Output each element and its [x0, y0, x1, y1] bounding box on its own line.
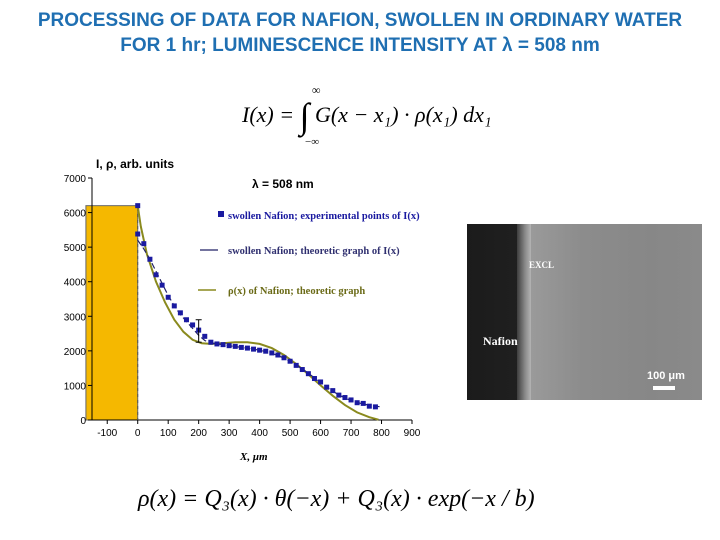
integral-upper-limit: ∞ — [312, 83, 321, 97]
data-point — [354, 400, 360, 406]
data-point — [244, 345, 250, 351]
micrograph-label-excl: EXCL — [529, 260, 555, 270]
data-point — [238, 344, 244, 350]
data-point — [324, 384, 330, 390]
integral-formula: I(x) = ∫ G(x − x₁) · ρ(x₁) dx₁ — [242, 95, 492, 137]
x-tick-label: 600 — [312, 428, 329, 439]
data-point — [336, 392, 342, 398]
data-point — [293, 362, 299, 368]
rho-bar — [85, 205, 139, 421]
y-tick-label: 1000 — [64, 381, 87, 392]
legend-entry: swollen Nafion; theoretic graph of I(x) — [228, 246, 400, 257]
y-tick-label: 7000 — [64, 174, 87, 185]
data-point — [311, 376, 317, 382]
data-point — [171, 303, 177, 309]
data-point — [214, 341, 220, 347]
water-region — [531, 224, 702, 400]
x-tick-label: 800 — [373, 428, 390, 439]
data-point — [153, 272, 159, 278]
data-point — [135, 231, 141, 237]
data-point — [147, 256, 153, 262]
data-point — [342, 395, 348, 401]
data-point — [360, 400, 366, 406]
data-point — [183, 317, 189, 323]
data-point — [275, 352, 281, 358]
data-point — [251, 346, 257, 352]
data-point — [287, 358, 293, 364]
y-axis-label: I, ρ, arb. units — [96, 157, 174, 171]
data-point — [232, 343, 238, 349]
y-tick-label: 2000 — [64, 347, 87, 358]
data-point — [226, 343, 232, 349]
y-tick-label: 0 — [80, 416, 86, 427]
series-line-theoretic-I — [137, 239, 382, 408]
data-point — [202, 333, 208, 339]
micrograph-label-nafion: Nafion — [483, 334, 518, 348]
series-line-rho — [136, 205, 379, 421]
y-tick-label: 4000 — [64, 278, 87, 289]
data-point — [159, 282, 165, 288]
micrograph-image: EXCL Nafion 100 μm — [467, 224, 702, 400]
x-tick-label: 300 — [221, 428, 238, 439]
slide-title: PROCESSING OF DATA FOR NAFION, SWOLLEN I… — [0, 8, 720, 58]
data-point — [366, 403, 372, 409]
x-tick-label: 0 — [135, 428, 141, 439]
data-point — [281, 355, 287, 361]
x-tick-label: 700 — [343, 428, 360, 439]
data-point — [208, 339, 214, 345]
data-point — [263, 348, 269, 354]
x-tick-label: 400 — [251, 428, 268, 439]
formula-integrand: G(x − x₁) · ρ(x₁) dx₁ — [314, 102, 492, 127]
data-point — [299, 367, 305, 373]
formula-lhs: I(x) = — [242, 102, 300, 127]
data-point — [135, 203, 141, 209]
data-point — [372, 404, 378, 410]
data-point — [305, 371, 311, 377]
y-tick-label: 5000 — [64, 243, 87, 254]
legend-entry: ρ(x) of Nafion; theoretic graph — [228, 286, 365, 297]
luminescence-chart: 0 1000 2000 3000 4000 5000 6000 7000 -100 0 100 200… — [64, 157, 421, 463]
data-point — [177, 310, 183, 316]
wavelength-annotation: λ = 508 nm — [252, 177, 314, 191]
data-point — [165, 294, 171, 300]
y-tick-label: 6000 — [64, 209, 87, 220]
data-point — [269, 350, 275, 356]
integral-sign: ∫ — [299, 96, 310, 136]
y-tick-label: 3000 — [64, 312, 87, 323]
x-tick-label: -100 — [97, 428, 117, 439]
slide-title-line2: FOR 1 hr; LUMINESCENCE INTENSITY AT λ = … — [120, 35, 600, 56]
data-point — [348, 397, 354, 403]
data-point — [257, 347, 263, 353]
x-tick-label: 900 — [404, 428, 421, 439]
x-tick-label: 200 — [190, 428, 207, 439]
scale-bar — [653, 386, 675, 390]
data-point — [220, 342, 226, 348]
data-point — [318, 379, 324, 385]
rho-formula: ρ(x) = Q₃(x) · θ(−x) + Q₃(x) · exp(−x / … — [138, 486, 535, 512]
data-point — [141, 241, 147, 247]
x-axis-label: X, μm — [239, 451, 268, 463]
legend-entry: swollen Nafion; experimental points of I… — [228, 211, 420, 222]
excl-zone-band — [517, 224, 531, 400]
x-tick-label: 500 — [282, 428, 299, 439]
slide-title-line1: PROCESSING OF DATA FOR NAFION, SWOLLEN I… — [37, 10, 683, 31]
data-point — [330, 388, 336, 394]
x-tick-label: 100 — [160, 428, 177, 439]
scale-bar-label: 100 μm — [647, 370, 685, 382]
integral-lower-limit: −∞ — [305, 136, 320, 148]
data-point — [190, 322, 196, 328]
legend-marker-points — [218, 211, 224, 217]
